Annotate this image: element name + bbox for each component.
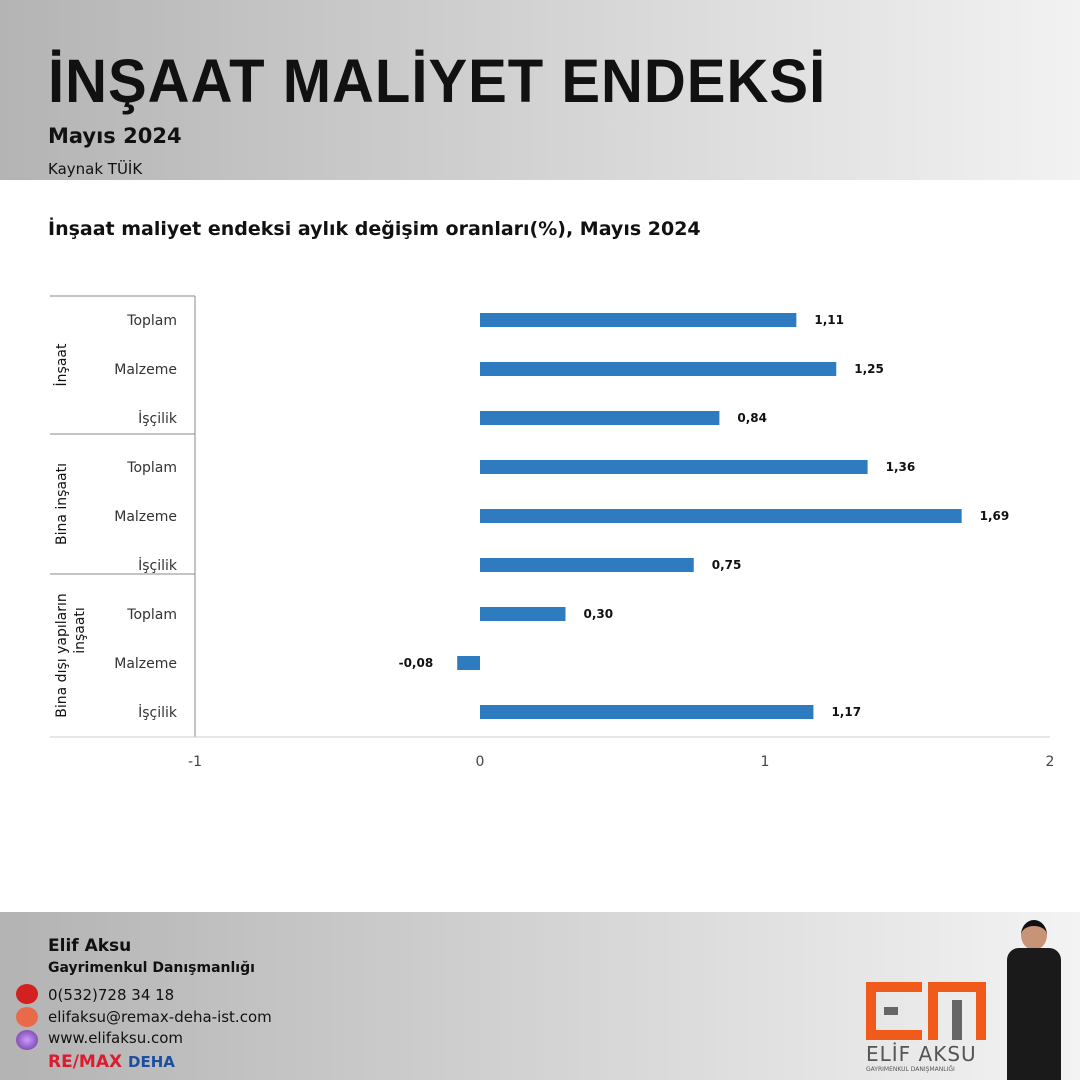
group-label: inşaatı: [72, 607, 88, 654]
globe-icon: [16, 1030, 38, 1050]
bar-chart: İnşaat Toplam 1,11 Malzeme 1,25 İşçilik 0,84 Bi…: [50, 295, 1055, 770]
footer: Elif Aksu Gayrimenkul Danışmanlığı 0(532…: [0, 912, 1080, 1080]
data-label: 1,11: [814, 313, 844, 327]
bar: [480, 362, 837, 376]
data-label: 1,36: [886, 460, 916, 474]
data-label: -0,08: [399, 656, 434, 670]
data-label: 1,17: [831, 705, 861, 719]
category-label: İşçilik: [138, 409, 178, 427]
data-label: 0,75: [712, 558, 742, 572]
data-label: 1,69: [980, 509, 1010, 523]
bar: [480, 411, 720, 425]
group-label: Bina dışı yapıların: [54, 593, 70, 717]
phone-icon: [16, 984, 38, 1004]
agent-photo: [1003, 920, 1065, 1080]
bar: [457, 656, 480, 670]
category-label: Malzeme: [114, 656, 177, 672]
ea-logo: [866, 982, 986, 1040]
bar: [480, 607, 566, 621]
category-label: Toplam: [126, 607, 177, 623]
remax-logo: RE/MAX DEHA: [48, 1052, 175, 1072]
chart-title: İnşaat maliyet endeksi aylık değişim ora…: [48, 218, 701, 240]
group-label: İnşaat: [52, 343, 70, 386]
email-icon: [16, 1007, 38, 1027]
header: İNŞAAT MALİYET ENDEKSİ Mayıs 2024 Kaynak…: [0, 0, 1080, 180]
bar: [480, 558, 694, 572]
bar: [480, 460, 868, 474]
category-label: İşçilik: [138, 703, 178, 721]
email-link[interactable]: elifaksu@remax-deha-ist.com: [48, 1008, 272, 1026]
category-label: Malzeme: [114, 509, 177, 525]
page-title: İNŞAAT MALİYET ENDEKSİ: [48, 47, 827, 116]
bar: [480, 313, 797, 327]
website-link[interactable]: www.elifaksu.com: [48, 1029, 184, 1047]
logo-name: ELİF AKSU: [866, 1042, 977, 1066]
data-label: 0,84: [737, 411, 767, 425]
source-label: Kaynak TÜİK: [48, 160, 143, 178]
category-label: Malzeme: [114, 362, 177, 378]
data-label: 1,25: [854, 362, 884, 376]
x-tick-label: 1: [761, 754, 770, 770]
agent-role: Gayrimenkul Danışmanlığı: [48, 960, 255, 976]
x-tick-label: -1: [188, 754, 202, 770]
data-label: 0,30: [584, 607, 614, 621]
bar: [480, 705, 814, 719]
page-subtitle: Mayıs 2024: [48, 124, 182, 148]
bar: [480, 509, 962, 523]
category-label: Toplam: [126, 313, 177, 329]
phone-number[interactable]: 0(532)728 34 18: [48, 986, 175, 1004]
agent-name: Elif Aksu: [48, 936, 132, 956]
logo-subtitle: GAYRIMENKUL DANIŞMANLIĞI: [866, 1066, 955, 1073]
category-label: İşçilik: [138, 556, 178, 574]
x-tick-label: 0: [476, 754, 485, 770]
category-label: Toplam: [126, 460, 177, 476]
group-label: Bina inşaatı: [54, 463, 70, 545]
x-tick-label: 2: [1046, 754, 1055, 770]
